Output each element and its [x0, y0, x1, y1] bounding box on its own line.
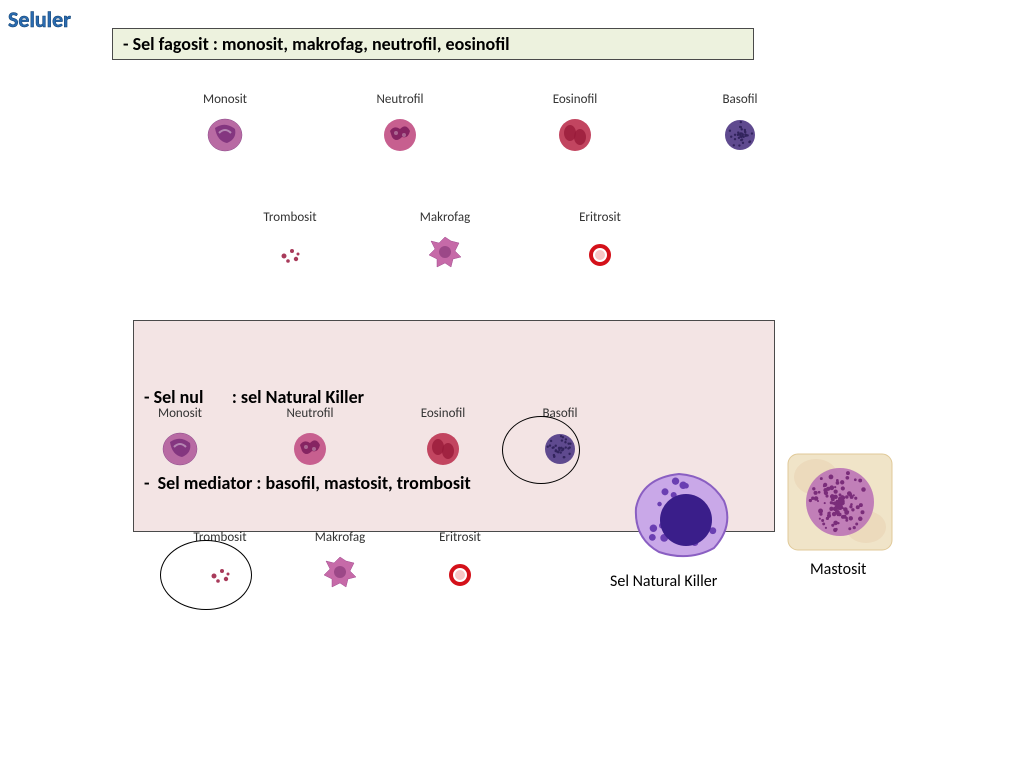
cell-label: Eritrosit	[555, 210, 645, 225]
cell-label: Eosinofil	[530, 92, 620, 107]
nk-cell-caption: Sel Natural Killer	[610, 572, 717, 591]
cell-icon	[530, 113, 620, 162]
cell-label: Neutrofil	[355, 92, 445, 107]
cell-label: Makrofag	[400, 210, 490, 225]
cell-label: Neutrofil	[265, 406, 355, 421]
cell-icon	[265, 427, 355, 476]
cell-label: Makrofag	[295, 530, 385, 545]
cell-label: Eritrosit	[415, 530, 505, 545]
page-title: Seluler	[8, 6, 71, 33]
cell-icon	[180, 113, 270, 162]
cell-icon	[295, 551, 385, 600]
cell-eritrosit: Eritrosit	[415, 530, 505, 600]
cell-icon	[695, 113, 785, 162]
nk-cell-image	[624, 466, 744, 566]
cell-icon	[135, 427, 225, 476]
highlight-circle	[160, 540, 252, 610]
cell-monosit: Monosit	[180, 92, 270, 162]
cell-label: Monosit	[180, 92, 270, 107]
mastosit-image	[786, 452, 894, 552]
cell-label: Basofil	[695, 92, 785, 107]
cell-icon	[355, 113, 445, 162]
phagocyte-text: - Sel fagosit : monosit, makrofag, neutr…	[123, 33, 510, 55]
cell-eosinofil: Eosinofil	[398, 406, 488, 476]
cell-icon	[398, 427, 488, 476]
highlight-circle	[502, 416, 580, 484]
cell-trombosit: Trombosit	[245, 210, 335, 280]
cell-basofil: Basofil	[695, 92, 785, 162]
cell-icon	[245, 231, 335, 280]
page-title-text: Seluler	[8, 6, 71, 33]
cell-neutrofil: Neutrofil	[355, 92, 445, 162]
cell-eritrosit: Eritrosit	[555, 210, 645, 280]
cell-makrofag: Makrofag	[400, 210, 490, 280]
cell-label: Trombosit	[245, 210, 335, 225]
cell-eosinofil: Eosinofil	[530, 92, 620, 162]
cell-neutrofil: Neutrofil	[265, 406, 355, 476]
cell-icon	[415, 551, 505, 600]
cell-icon	[400, 231, 490, 280]
mastosit-caption: Mastosit	[810, 560, 866, 579]
cell-label: Eosinofil	[398, 406, 488, 421]
cell-monosit: Monosit	[135, 406, 225, 476]
cell-label: Monosit	[135, 406, 225, 421]
cell-icon	[555, 231, 645, 280]
cell-makrofag: Makrofag	[295, 530, 385, 600]
phagocyte-box: - Sel fagosit : monosit, makrofag, neutr…	[112, 28, 754, 60]
